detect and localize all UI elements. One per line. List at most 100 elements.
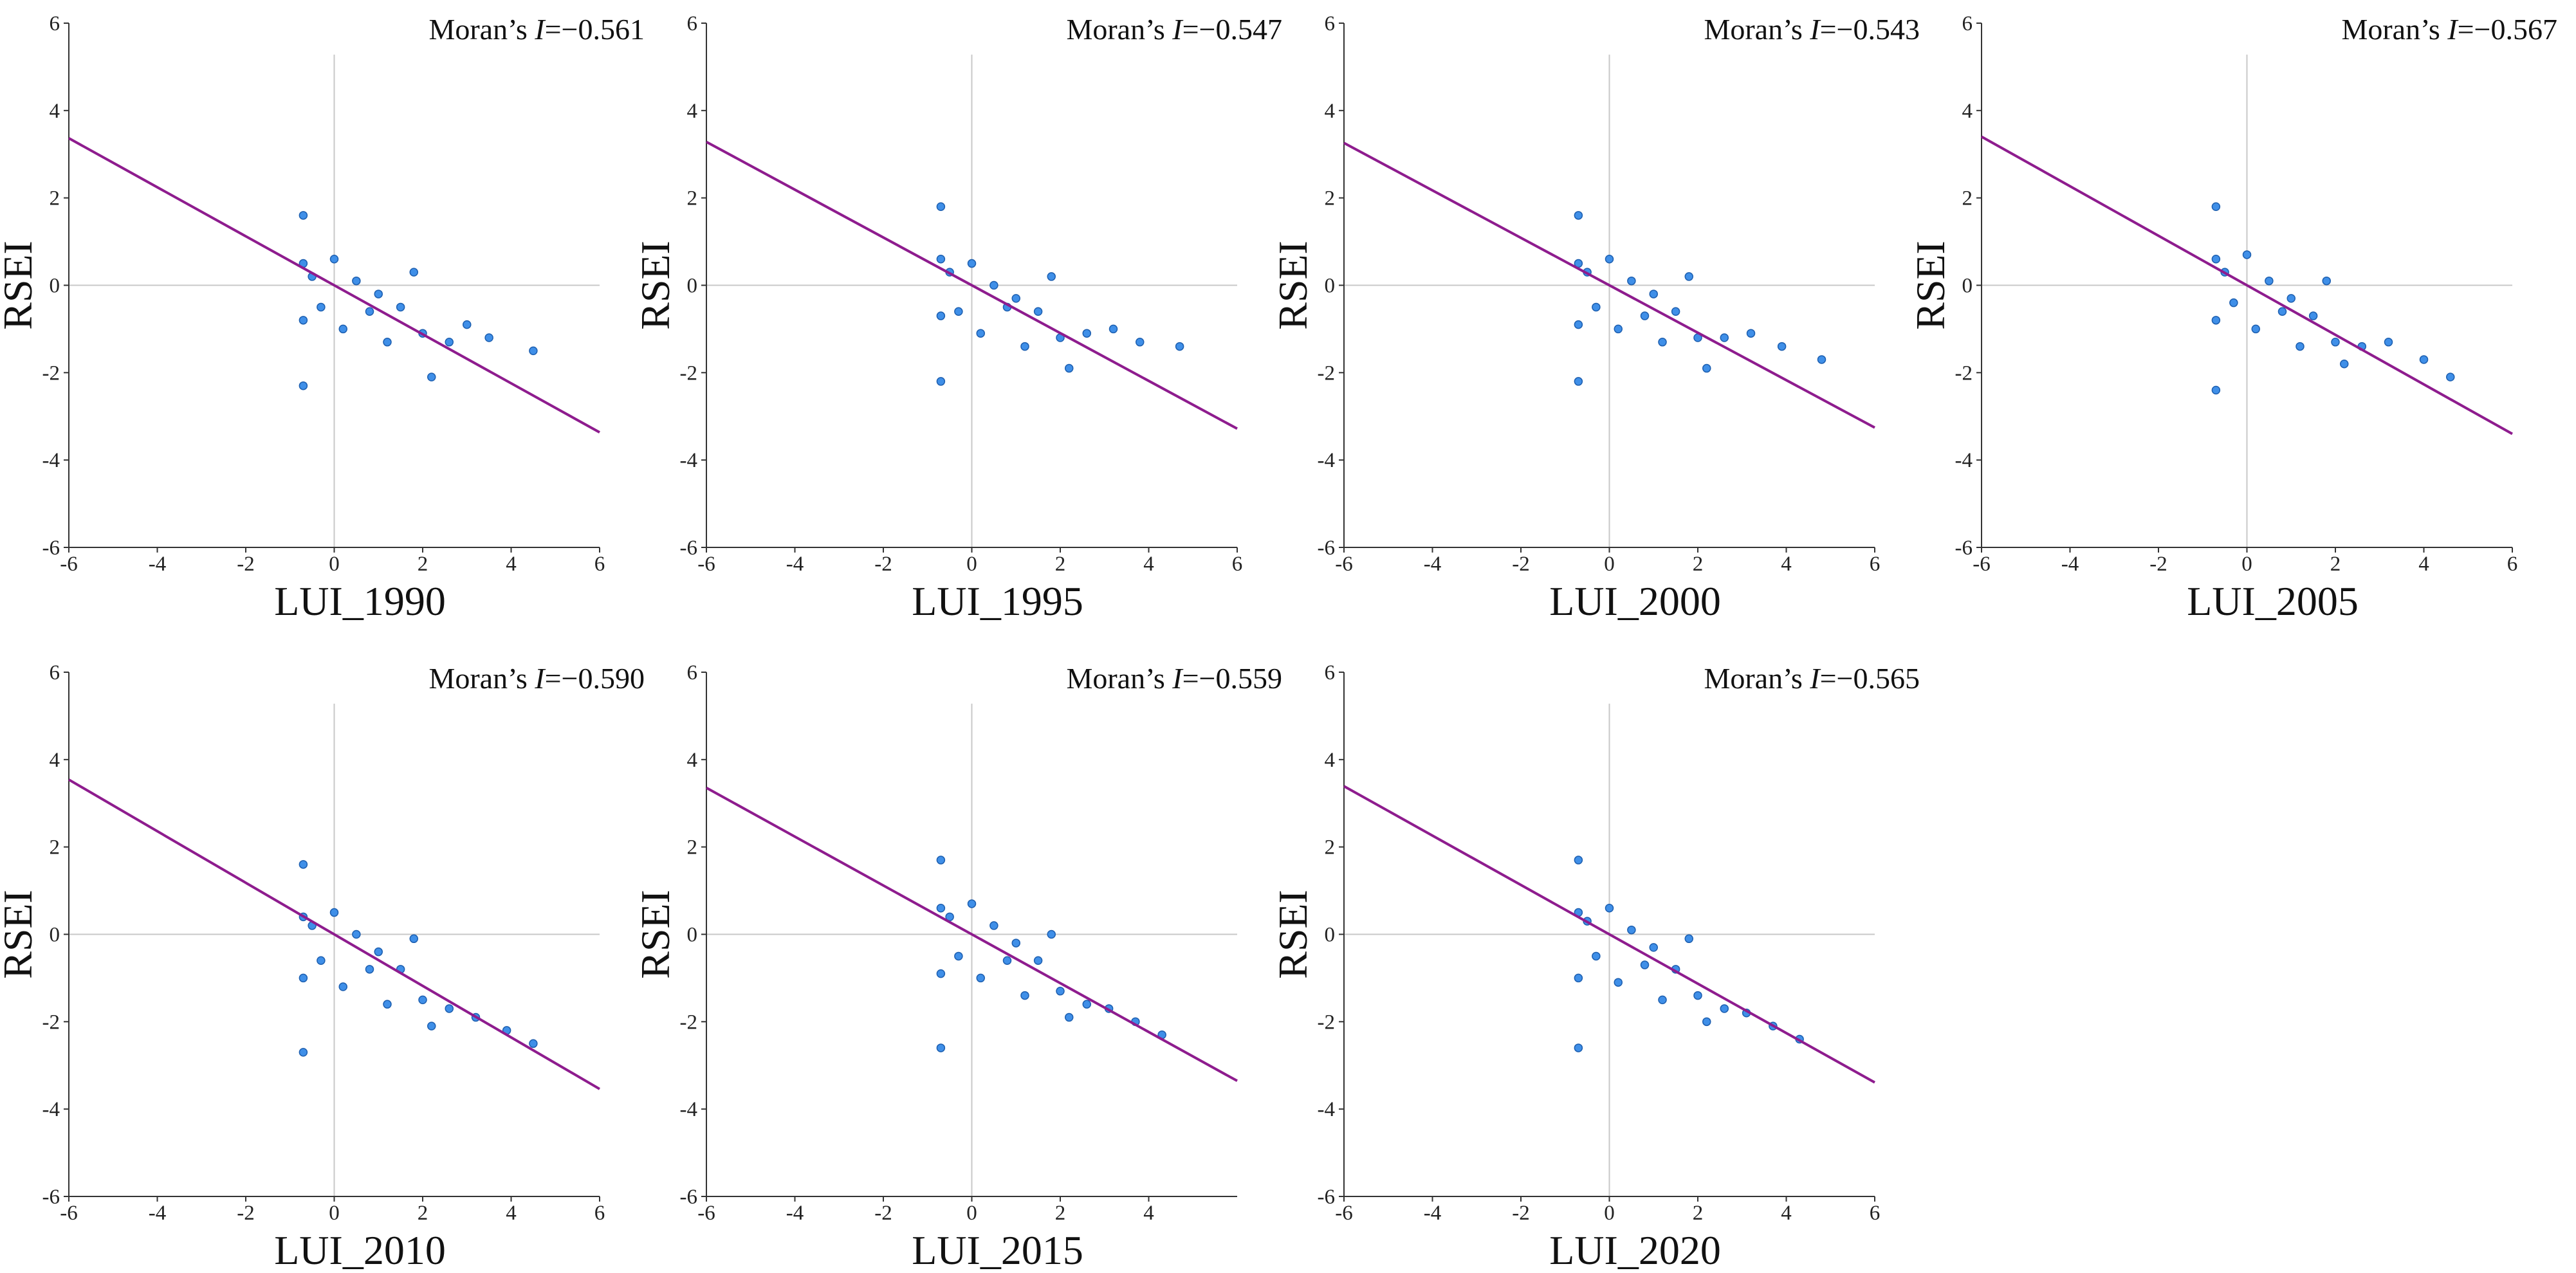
- y-tick-label: 0: [687, 275, 698, 298]
- point: [329, 255, 339, 264]
- point: [383, 338, 392, 347]
- y-axis-label: RSEI: [1270, 241, 1316, 330]
- x-tick-label: -4: [1424, 1202, 1442, 1225]
- point: [2251, 324, 2260, 334]
- y-tick-label: -4: [1318, 449, 1336, 472]
- point: [1702, 1017, 1711, 1027]
- y-tick-label: 4: [1325, 749, 1336, 772]
- x-tick-label: 2: [418, 1202, 428, 1225]
- annotation-value: =−0.590: [545, 662, 645, 695]
- y-tick-label: -6: [1318, 1186, 1336, 1209]
- x-tick-label: 4: [506, 553, 517, 576]
- x-axis-label: LUI_2020: [1549, 1227, 1721, 1273]
- point: [1047, 272, 1056, 281]
- x-tick-label: 0: [329, 1202, 340, 1225]
- x-tick-label: -6: [1335, 553, 1353, 576]
- y-axis-label: RSEI: [0, 890, 41, 979]
- point: [936, 377, 946, 386]
- moran-annotation: Moran’s I=−0.547: [1066, 13, 1282, 46]
- point: [2242, 250, 2252, 259]
- regression-line: [68, 137, 600, 434]
- y-tick-label: -4: [42, 449, 60, 472]
- y-tick-label: 6: [687, 12, 698, 35]
- regression-line: [706, 140, 1238, 430]
- x-tick-label: 2: [1055, 1202, 1066, 1225]
- y-tick-label: 6: [1325, 12, 1336, 35]
- x-tick-label: -2: [1512, 553, 1530, 576]
- point: [1020, 991, 1029, 1000]
- point: [338, 982, 347, 991]
- x-tick-label: -6: [1335, 1202, 1353, 1225]
- point: [2265, 276, 2274, 286]
- annotation-symbol: I: [1809, 662, 1821, 695]
- moran-annotation: Moran’s I=−0.543: [1704, 13, 1920, 46]
- point: [2229, 298, 2238, 307]
- x-axis-label: LUI_2000: [1549, 578, 1721, 624]
- x-tick-label: 4: [2418, 553, 2429, 576]
- x-tick-label: -2: [1512, 1202, 1530, 1225]
- x-tick-label: 2: [2330, 553, 2341, 576]
- panel: -6 -4 -2 0 2 4 6 -6 -4 -2 0 2 4 6 Moran’s I=−0.567 LUI_…: [1908, 12, 2557, 624]
- x-tick-label: 2: [1055, 553, 1066, 576]
- y-tick-label: 6: [1962, 12, 1973, 35]
- x-tick-label: 0: [1604, 553, 1615, 576]
- point: [2384, 338, 2393, 347]
- point: [317, 956, 326, 965]
- point: [299, 973, 308, 983]
- y-tick-label: -2: [1955, 362, 1973, 385]
- annotation-value: =−0.565: [1820, 662, 1920, 695]
- point: [409, 268, 418, 277]
- y-tick-label: 2: [1325, 836, 1336, 859]
- annotation-prefix: Moran’s: [2341, 13, 2447, 46]
- y-tick-label: 4: [50, 100, 60, 123]
- x-axis-label: LUI_1995: [912, 578, 1083, 624]
- x-axis-label: LUI_1990: [274, 578, 446, 624]
- y-tick-label: -6: [42, 536, 60, 560]
- annotation-value: =−0.543: [1820, 13, 1920, 46]
- x-tick-label: -2: [237, 553, 255, 576]
- point: [299, 1048, 308, 1057]
- y-tick-label: 0: [1962, 275, 1973, 298]
- y-tick-label: 4: [1962, 100, 1973, 123]
- annotation-symbol: I: [2447, 13, 2459, 46]
- point: [1574, 973, 1583, 983]
- point: [1605, 904, 1614, 913]
- point: [1592, 302, 1601, 312]
- y-tick-label: -4: [680, 1098, 698, 1121]
- point: [967, 899, 977, 908]
- point: [1684, 934, 1693, 944]
- annotation-prefix: Moran’s: [428, 662, 535, 695]
- annotation-prefix: Moran’s: [428, 13, 535, 46]
- panel: -6 -4 -2 0 2 4 -6 -4 -2 0 2 4 6 Moran’s I=−0.559 LUI_2…: [632, 661, 1282, 1273]
- point: [1136, 338, 1145, 347]
- point: [463, 320, 472, 329]
- point: [383, 1000, 392, 1009]
- y-tick-label: -6: [42, 1186, 60, 1209]
- x-tick-label: -2: [237, 1202, 255, 1225]
- point: [1082, 329, 1091, 338]
- y-tick-label: 2: [50, 187, 60, 210]
- regression-line: [1981, 135, 2513, 435]
- x-tick-label: 4: [1143, 553, 1154, 576]
- point: [1649, 943, 1658, 952]
- annotation-symbol: I: [1172, 662, 1184, 695]
- y-tick-label: 0: [50, 275, 60, 298]
- annotation-prefix: Moran’s: [1066, 662, 1172, 695]
- x-tick-label: -2: [2149, 553, 2167, 576]
- x-axis-label: LUI_2010: [274, 1227, 446, 1273]
- point: [1574, 211, 1583, 220]
- y-tick-label: 0: [1325, 275, 1336, 298]
- y-tick-label: 2: [1962, 187, 1973, 210]
- point: [2340, 360, 2349, 369]
- point: [1702, 363, 1711, 373]
- point: [299, 316, 308, 325]
- point: [1614, 324, 1623, 334]
- annotation-value: =−0.559: [1182, 662, 1282, 695]
- x-tick-label: 0: [329, 553, 340, 576]
- x-tick-label: -4: [2061, 553, 2079, 576]
- point: [427, 372, 436, 381]
- annotation-symbol: I: [534, 13, 546, 46]
- x-tick-label: 4: [1143, 1202, 1154, 1225]
- x-tick-label: 4: [1781, 553, 1792, 576]
- x-tick-label: -6: [697, 553, 715, 576]
